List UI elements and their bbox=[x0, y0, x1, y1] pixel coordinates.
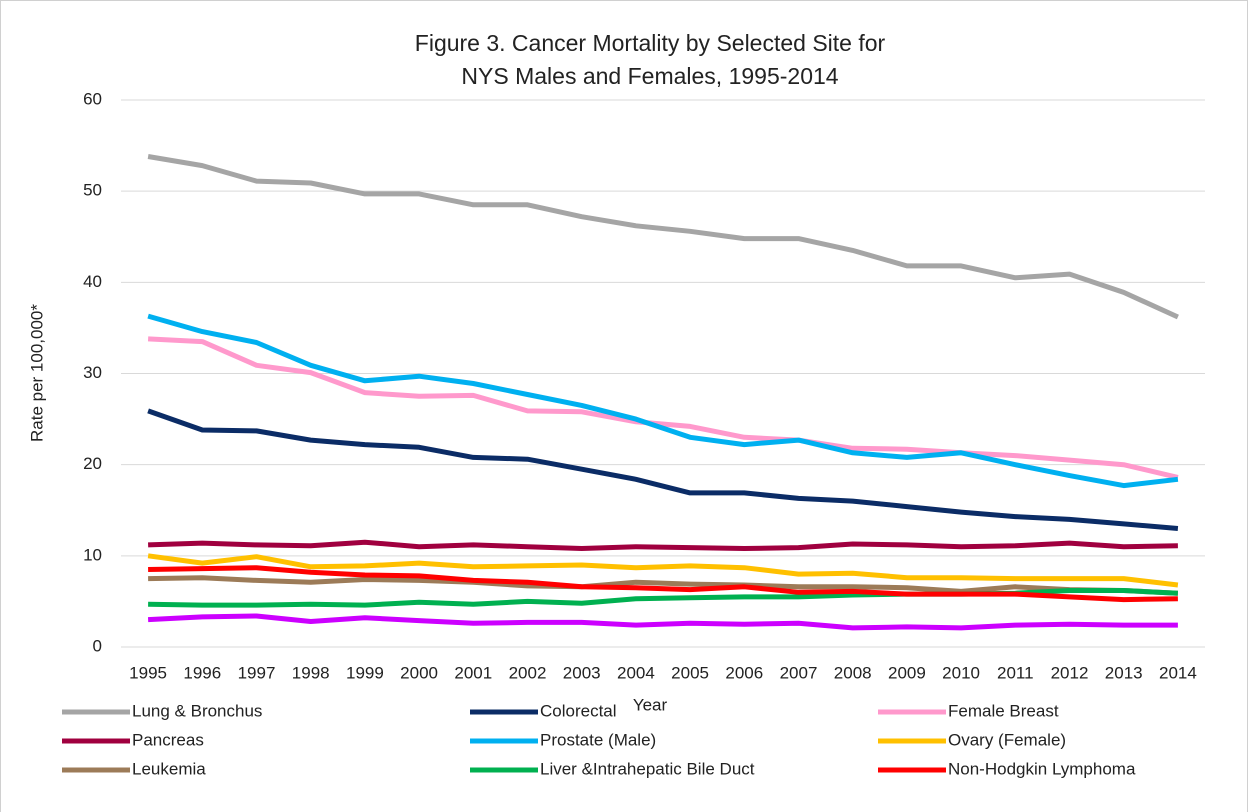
x-tick-label: 2004 bbox=[617, 663, 655, 682]
series-line bbox=[147, 313, 1179, 489]
x-tick-label: 2000 bbox=[400, 663, 438, 682]
legend-label: Colorectal bbox=[540, 701, 617, 720]
x-tick-label: 2006 bbox=[725, 663, 763, 682]
x-tick-label: 2001 bbox=[454, 663, 492, 682]
y-tick-label: 50 bbox=[83, 181, 102, 200]
series-line bbox=[148, 539, 1178, 551]
series-line bbox=[147, 408, 1179, 531]
y-tick-label: 0 bbox=[93, 636, 102, 655]
x-axis-label: Year bbox=[633, 695, 668, 714]
x-tick-label: 2009 bbox=[888, 663, 926, 682]
legend-label: Pancreas bbox=[132, 730, 204, 749]
series-line bbox=[148, 565, 1178, 603]
series-line bbox=[147, 553, 1179, 588]
y-tick-label: 40 bbox=[83, 272, 102, 291]
chart-title: NYS Males and Females, 1995-2014 bbox=[461, 63, 838, 89]
x-tick-label: 2014 bbox=[1159, 663, 1197, 682]
y-tick-label: 10 bbox=[83, 545, 102, 564]
x-tick-label: 2007 bbox=[780, 663, 818, 682]
x-tick-label: 2008 bbox=[834, 663, 872, 682]
x-tick-label: 1995 bbox=[129, 663, 167, 682]
legend-label: Ovary (Female) bbox=[948, 730, 1066, 749]
series-line bbox=[147, 336, 1179, 480]
x-tick-label: 1997 bbox=[238, 663, 276, 682]
legend-label: Lung & Bronchus bbox=[132, 701, 262, 720]
legend-label: Liver &Intrahepatic Bile Duct bbox=[540, 759, 755, 778]
y-tick-label: 30 bbox=[83, 363, 102, 382]
x-tick-label: 2010 bbox=[942, 663, 980, 682]
y-axis-label: Rate per 100,000* bbox=[27, 304, 46, 442]
legend-label: Leukemia bbox=[132, 759, 206, 778]
y-tick-label: 20 bbox=[83, 454, 102, 473]
x-tick-label: 2002 bbox=[509, 663, 547, 682]
series-line bbox=[148, 575, 1179, 596]
legend-label: Female Breast bbox=[948, 701, 1059, 720]
legend-label: Prostate (Male) bbox=[540, 730, 656, 749]
series-line bbox=[147, 613, 1178, 631]
x-tick-label: 1996 bbox=[183, 663, 221, 682]
x-tick-label: 2011 bbox=[997, 663, 1034, 682]
x-tick-label: 1998 bbox=[292, 663, 330, 682]
x-tick-label: 2005 bbox=[671, 663, 709, 682]
x-tick-label: 2013 bbox=[1105, 663, 1143, 682]
chart-title: Figure 3. Cancer Mortality by Selected S… bbox=[415, 30, 886, 56]
x-tick-label: 2003 bbox=[563, 663, 601, 682]
y-tick-label: 60 bbox=[83, 89, 102, 108]
x-tick-label: 1999 bbox=[346, 663, 384, 682]
x-tick-label: 2012 bbox=[1051, 663, 1089, 682]
series-line bbox=[147, 154, 1179, 320]
legend-label: Non-Hodgkin Lymphoma bbox=[948, 759, 1136, 778]
